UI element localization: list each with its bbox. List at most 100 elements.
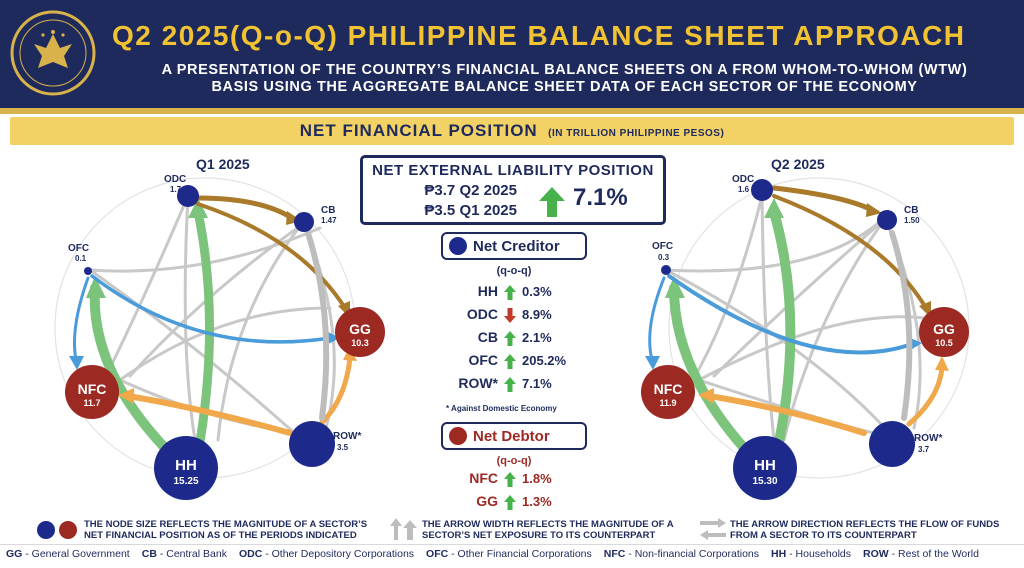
up-arrow-icon (504, 472, 516, 487)
change-value: 2.1% (522, 330, 552, 345)
abbreviation-ofc: OFC - Other Financial Corporations (426, 548, 592, 560)
creditor-row-cb: CB 2.1% (436, 329, 596, 349)
creditor-row-odc: ODC 8.9% (436, 306, 596, 326)
subtitle-line-2: BASIS USING THE AGGREGATE BALANCE SHEET … (211, 79, 918, 95)
up-arrow-icon (504, 331, 516, 346)
sector-code: ODC (466, 306, 498, 322)
sector-code: OFC (468, 352, 498, 368)
q1-label-ofc: OFC (68, 243, 89, 254)
page-title: Q2 2025(Q-o-Q) PHILIPPINE BALANCE SHEET … (112, 20, 966, 51)
nel-change: 7.1% (573, 184, 628, 211)
q2-value-gg: 10.5 (935, 338, 953, 348)
abbreviation-name: - Other Financial Corporations (451, 548, 592, 560)
q2-node-gg (919, 307, 969, 357)
q1-label-gg: GG (349, 321, 371, 337)
abbreviation-code: ROW (863, 548, 889, 560)
abbreviation-code: ODC (238, 548, 263, 560)
debtor-row-nfc: NFC 1.8% (436, 470, 596, 490)
nel-title: NET EXTERNAL LIABILITY POSITION (372, 162, 654, 179)
up-arrow-icon (504, 377, 516, 392)
debtor-row-gg: GG 1.3% (436, 493, 596, 513)
abbreviation-bar: GG - General Government CB - Central Bank… (0, 544, 1024, 566)
q1-node-ofc (84, 267, 92, 275)
abbreviation-name: - Central Bank (159, 548, 227, 560)
sector-code: HH (477, 283, 498, 299)
change-value: 1.8% (522, 471, 552, 486)
abbreviation-name: - Non-financial Corporations (628, 548, 760, 560)
q1-label-odc: ODC (164, 174, 186, 185)
abbreviation-code: CB (141, 548, 157, 560)
bsp-seal-icon (10, 10, 96, 96)
q1-value-ofc: 0.1 (75, 254, 87, 263)
legend-node-size: THE NODE SIZE REFLECTS THE MAGNITUDE OF … (84, 519, 368, 541)
arrow-direction-legend-icon (700, 518, 726, 540)
legend-arrow-width: THE ARROW WIDTH REFLECTS THE MAGNITUDE O… (422, 519, 674, 541)
q1-value-row: 3.5 (337, 443, 349, 452)
abbreviation-hh: HH - Households (771, 548, 851, 560)
abbreviation-code: GG (6, 548, 23, 560)
abbreviation-odc: ODC - Other Depository Corporations (239, 548, 414, 560)
up-arrow-icon (504, 495, 516, 510)
q2-node-cb (877, 210, 897, 230)
q2-label-cb: CB (904, 205, 918, 216)
down-arrow-icon (504, 308, 516, 323)
q2-network-diagram: ODC 1.6 CB 1.50 OFC 0.3 ROW* 3.7 GG 10.5… (641, 174, 970, 500)
creditor-row-ofc: OFC 205.2% (436, 352, 596, 372)
q1-node-odc (177, 185, 199, 207)
node-size-legend-icon (37, 521, 77, 539)
section-title: NET FINANCIAL POSITION (299, 121, 538, 140)
change-value: 205.2% (522, 353, 567, 368)
q2-label-nfc: NFC (654, 381, 683, 397)
q2-node-hh (733, 436, 797, 500)
abbreviation-code: OFC (426, 548, 449, 560)
change-value: 0.3% (522, 284, 552, 299)
debtor-dot-icon (449, 427, 467, 445)
q1-period-label: Q1 2025 (196, 156, 250, 172)
up-arrow-icon (504, 285, 516, 300)
q1-value-hh: 15.25 (173, 476, 198, 487)
creditor-dot-icon (449, 237, 467, 255)
q2-period-label: Q2 2025 (771, 156, 825, 172)
change-value: 8.9% (522, 307, 552, 322)
creditor-row-row: ROW* 7.1% (436, 375, 596, 395)
abbreviation-nfc: NFC - Non-financial Corporations (604, 548, 759, 560)
q2-value-cb: 1.50 (904, 216, 920, 225)
q2-value-ofc: 0.3 (658, 253, 670, 262)
q2-value-hh: 15.30 (752, 476, 777, 487)
sector-code: CB (477, 329, 498, 345)
change-value: 7.1% (522, 376, 552, 391)
up-arrow-icon (504, 354, 516, 369)
legend-arrow-direction: THE ARROW DIRECTION REFLECTS THE FLOW OF… (730, 519, 1000, 541)
net-debtor-legend: Net Debtor (441, 422, 587, 450)
q2-node-row (869, 421, 915, 467)
q1-label-row: ROW* (333, 431, 361, 442)
q2-label-hh: HH (754, 457, 776, 474)
sector-code: NFC (469, 470, 498, 486)
q2-node-odc (751, 179, 773, 201)
row-footnote: * Against Domestic Economy (446, 404, 557, 413)
abbreviation-row: ROW - Rest of the World (863, 548, 979, 560)
debtor-qoq-label: (q-o-q) (496, 455, 532, 467)
q2-value-nfc: 11.9 (659, 398, 676, 408)
subtitle-line-1: A PRESENTATION OF THE COUNTRY’S FINANCIA… (161, 62, 968, 78)
q2-value-odc: 1.6 (738, 185, 750, 194)
header-divider (0, 108, 1024, 114)
header-banner: Q2 2025(Q-o-Q) PHILIPPINE BALANCE SHEET … (0, 0, 1024, 108)
q1-value-nfc: 11.7 (83, 398, 100, 408)
arrow-width-legend-icon (390, 518, 417, 540)
abbreviation-cb: CB - Central Bank (142, 548, 227, 560)
q1-label-nfc: NFC (78, 381, 107, 397)
up-arrow-icon (539, 187, 565, 217)
q1-node-hh (154, 436, 218, 500)
q1-value-odc: 1.7 (170, 185, 182, 194)
abbreviation-code: NFC (603, 548, 626, 560)
abbreviation-code: HH (771, 548, 787, 560)
sector-code: ROW* (458, 375, 498, 391)
abbreviation-name: - Households (789, 548, 851, 560)
q1-node-row (289, 421, 335, 467)
q1-network-diagram: ODC 1.7 CB 1.47 OFC 0.1 ROW* 3.5 GG 10.3… (54, 174, 385, 500)
q1-node-gg (335, 307, 385, 357)
change-value: 1.3% (522, 494, 552, 509)
q1-label-hh: HH (175, 457, 197, 474)
q2-label-row: ROW* (914, 433, 942, 444)
